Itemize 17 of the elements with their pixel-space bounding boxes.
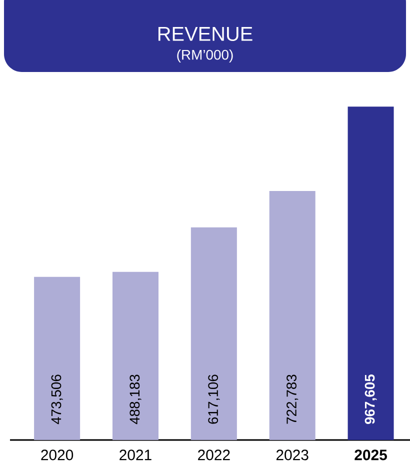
chart-title: REVENUE <box>158 27 252 41</box>
bar <box>112 272 158 440</box>
x-tick-label: 2020 <box>41 450 74 460</box>
x-tick-label: 2022 <box>198 450 230 460</box>
x-tick-label: 2025 <box>354 450 387 460</box>
bar <box>348 106 394 440</box>
data-label: 473,506 <box>51 374 63 424</box>
bar <box>269 191 316 440</box>
bar <box>34 276 80 440</box>
data-label: 967,605 <box>364 374 377 424</box>
data-label: 617,106 <box>208 374 220 424</box>
bar <box>190 227 237 440</box>
data-label: 722,783 <box>286 374 298 424</box>
data-label: 488,183 <box>130 374 142 424</box>
x-tick-label: 2023 <box>276 450 308 460</box>
chart-subtitle: (RM’000) <box>177 49 233 62</box>
x-tick-label: 2021 <box>120 450 152 460</box>
